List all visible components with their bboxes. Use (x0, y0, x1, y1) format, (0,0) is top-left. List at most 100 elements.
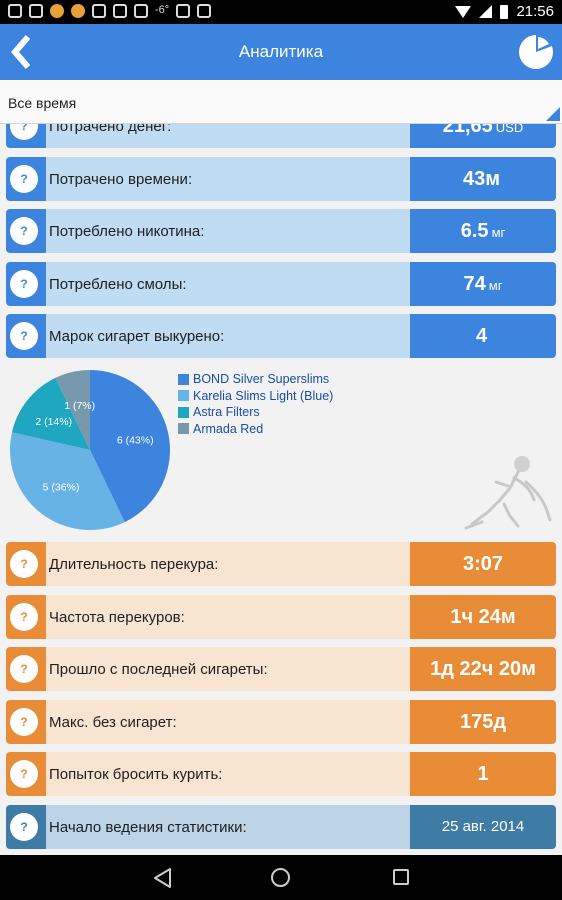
pie-chart-icon (519, 34, 553, 69)
stat-value-box: 4 (410, 314, 556, 358)
stat-row: ? Частота перекуров: 1ч 24м (6, 594, 556, 639)
pie-slice-label: 1 (7%) (64, 400, 95, 412)
stat-value: 25 авг. 2014 (410, 805, 556, 849)
help-tab: ? (6, 594, 46, 639)
stat-value-box: 175д (410, 699, 556, 744)
help-tab: ? (6, 209, 46, 253)
stat-label: Макс. без сигарет: (49, 713, 177, 731)
help-button[interactable]: ? (10, 760, 38, 788)
signal-icon (479, 5, 493, 18)
pie-slice-label: 6 (43%) (117, 435, 154, 447)
image-icon (92, 4, 106, 18)
nav-recents-icon[interactable] (393, 869, 409, 885)
app-icon (71, 4, 85, 18)
pie-slice (90, 370, 171, 523)
app-icon (50, 4, 64, 18)
skeleton-illustration (464, 456, 552, 530)
help-button[interactable]: ? (10, 707, 38, 736)
legend-item: Astra Filters (178, 404, 333, 421)
legend-label: BOND Silver Superslims (193, 372, 330, 387)
stat-row: ? Попыток бросить курить: 1 (6, 752, 556, 796)
stat-label: Начало ведения статистики: (49, 819, 247, 836)
stat-value-box: 43м (410, 156, 556, 201)
legend-swatch (178, 406, 189, 418)
photo-icon (176, 4, 191, 18)
chevron-left-icon (11, 35, 31, 69)
wifi-icon (455, 5, 472, 18)
help-button[interactable]: ? (10, 217, 38, 245)
pie-slice (12, 377, 90, 450)
battery-icon (500, 4, 509, 19)
person-icon (134, 4, 148, 18)
legend-swatch (178, 390, 189, 402)
pie-slice-label: 5 (36%) (43, 481, 80, 493)
notification-icons: -6° (8, 4, 212, 18)
legend-item: BOND Silver Superslims (178, 371, 333, 388)
stat-label: Попыток бросить курить: (49, 766, 223, 783)
stat-row: ? Марок сигарет выкурено: 4 (6, 314, 556, 358)
help-tab: ? (6, 752, 46, 796)
stat-row: ? Потрачено времени: 43м (6, 156, 556, 201)
legend-swatch (178, 423, 189, 435)
help-button[interactable]: ? (10, 269, 38, 298)
pie-slice (55, 370, 90, 450)
stat-row: ? Потреблено смолы: 74 мг (6, 261, 556, 306)
android-icon (197, 4, 212, 18)
stat-label: Потрачено времени: (49, 170, 193, 188)
camera-icon (113, 4, 127, 18)
brands-pie-chart: 6 (43%) 5 (36%) 2 (14%) 1 (7%) (9, 370, 171, 530)
help-tab: ? (6, 156, 46, 201)
stat-label: Прошло с последней сигареты: (49, 661, 268, 678)
pie-chart-button[interactable] (518, 34, 554, 70)
help-tab: ? (6, 261, 46, 306)
stat-value: 6.5 (460, 220, 489, 242)
stat-value: 1ч 24м (450, 605, 516, 628)
nav-home-icon[interactable] (271, 868, 290, 887)
help-tab: ? (6, 805, 46, 849)
help-button[interactable]: ? (10, 813, 38, 841)
stat-value: 74 (463, 272, 486, 295)
temperature-text: -6° (155, 4, 170, 16)
stat-row: ? Макс. без сигарет: 175д (6, 699, 556, 744)
help-tab: ? (6, 647, 46, 691)
period-dropdown[interactable]: Все время (0, 80, 562, 124)
stat-row: ? Длительность перекура: 3:07 (6, 542, 556, 586)
legend-label: Astra Filters (193, 405, 260, 420)
stat-value-box: 6.5 мг (410, 209, 556, 253)
gamepad-icon (29, 4, 43, 18)
stat-value: 3:07 (462, 553, 504, 575)
notification-icon (8, 4, 22, 18)
stat-label: Длительность перекура: (49, 556, 219, 573)
legend-item: Karelia Slims Light (Blue) (178, 388, 333, 405)
nav-back-icon[interactable] (152, 867, 172, 889)
chart-legend: BOND Silver Superslims Karelia Slims Ligh… (178, 371, 333, 437)
navigation-bar (0, 855, 562, 900)
stat-value-box: 1д 22ч 20м (410, 647, 556, 691)
help-button[interactable]: ? (10, 655, 38, 683)
help-button[interactable]: ? (10, 322, 38, 350)
stat-label: Марок сигарет выкурено: (49, 328, 225, 345)
app-bar: Аналитика (0, 24, 562, 80)
help-button[interactable]: ? (10, 550, 38, 578)
legend-label: Armada Red (193, 421, 264, 436)
help-tab: ? (6, 699, 46, 744)
stat-value: 1д 22ч 20м (430, 658, 536, 680)
stat-value: 175д (459, 710, 507, 733)
stat-label: Частота перекуров: (49, 608, 185, 626)
back-button[interactable] (6, 32, 46, 72)
stat-value: 4 (475, 325, 488, 347)
page-title: Аналитика (238, 42, 324, 61)
stat-value: 43м (462, 167, 501, 190)
pie-slice-label: 2 (14%) (35, 416, 72, 428)
help-button[interactable]: ? (10, 602, 38, 631)
dropdown-corner-icon (546, 107, 560, 121)
pie-slice (9, 432, 125, 530)
help-button[interactable]: ? (10, 164, 38, 193)
stat-row: ? Потреблено никотина: 6.5 мг (6, 209, 556, 253)
stats-start-row: ? Начало ведения статистики: 25 авг. 201… (6, 805, 556, 849)
stat-value-box: 74 мг (410, 261, 556, 306)
stat-label: Потреблено смолы: (49, 275, 187, 293)
help-tab: ? (6, 314, 46, 358)
status-bar: -6° 21:56 (0, 0, 562, 24)
stat-unit: мг (491, 225, 506, 240)
